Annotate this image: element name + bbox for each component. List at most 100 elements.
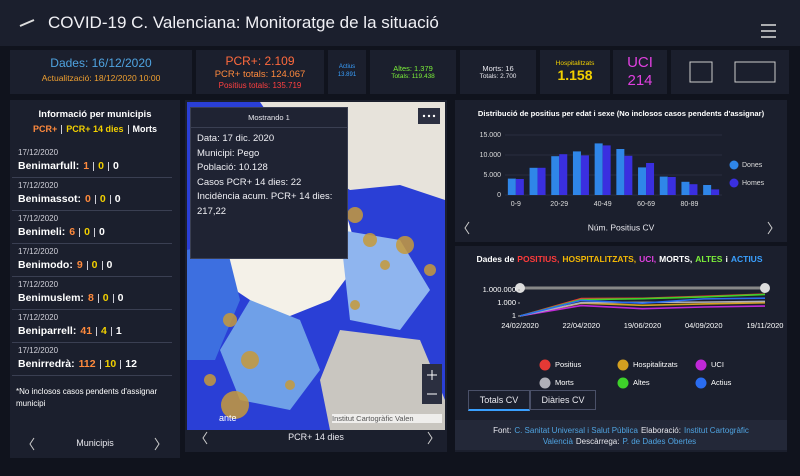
- municipality-item[interactable]: 17/12/2020 Benimodo: 9 0 0: [12, 244, 172, 277]
- popup-title: Mostrando 1: [191, 108, 347, 128]
- item-line: Benimarfull: 1 0 0: [18, 160, 119, 172]
- item-line: Beniparrell: 41 4 1: [18, 325, 122, 337]
- bar: [537, 167, 546, 195]
- x-tick-label: 19/11/2020: [747, 321, 784, 330]
- data-date: Dades: 16/12/2020: [50, 56, 152, 70]
- item-line: Benirredrà: 112 10 12: [18, 358, 137, 370]
- item-pcr14: 0: [98, 160, 104, 172]
- title-word: HOSPITALITZATS,: [562, 254, 637, 264]
- menu-icon[interactable]: [761, 24, 776, 38]
- municipality-item[interactable]: 17/12/2020 Benimuslem: 8 0 0: [12, 277, 172, 310]
- x-tick-label: 40-49: [594, 201, 612, 208]
- series-line: [519, 297, 766, 317]
- source-part[interactable]: P. de Dades Obertes: [622, 437, 697, 446]
- item-deaths: 0: [106, 259, 113, 271]
- title-word: i: [725, 254, 728, 264]
- item-name: Benimarfull:: [18, 160, 80, 172]
- municipality-item[interactable]: 17/12/2020 Benimeli: 6 0 0: [12, 211, 172, 244]
- series-line: [519, 300, 766, 317]
- bar: [667, 177, 676, 195]
- item-pcr14: 4: [101, 325, 107, 337]
- separator: [109, 194, 111, 204]
- discharged-total: Totals: 119.438: [391, 73, 435, 80]
- municipality-item[interactable]: 17/12/2020 Benimassot: 0 0 0: [12, 178, 172, 211]
- stat-box: [613, 50, 667, 94]
- source-part: Elaboració:: [640, 426, 681, 435]
- title-word: Dades de: [476, 254, 515, 264]
- x-tick-label: 60-69: [637, 201, 655, 208]
- item-line: Benimassot: 0 0 0: [18, 193, 121, 205]
- item-name: Benirredrà:: [18, 358, 75, 370]
- bar: [689, 184, 698, 195]
- item-deaths: 0: [114, 193, 121, 205]
- source-part[interactable]: Institut Cartogràfic Valencià: [542, 426, 749, 446]
- tab[interactable]: Diàries CV: [530, 390, 596, 410]
- tab[interactable]: Totals CV: [468, 390, 530, 411]
- bar: [659, 176, 668, 195]
- item-date: 17/12/2020: [18, 313, 59, 322]
- x-tick-label: 04/09/2020: [685, 321, 723, 330]
- bar: [646, 163, 655, 195]
- legend-label: UCI: [711, 360, 724, 369]
- item-line: Benimodo: 9 0 0: [18, 259, 112, 271]
- legend-swatch: [695, 377, 707, 389]
- separator: [107, 161, 109, 171]
- item-deaths: 0: [112, 160, 119, 172]
- separator: [86, 260, 88, 270]
- slider-handle[interactable]: [760, 283, 770, 293]
- nav-arrows[interactable]: [29, 221, 773, 451]
- x-tick-label: 20-29: [550, 201, 568, 208]
- bar: [507, 178, 516, 195]
- municipality-item[interactable]: 17/12/2020 Benirredrà: 112 10 12: [12, 343, 172, 376]
- separator: [110, 326, 112, 336]
- legend-pcr14: PCR+ 14 dies: [66, 124, 124, 134]
- item-name: Benimuslem:: [18, 292, 84, 304]
- legend-swatch: [729, 178, 739, 188]
- title-word: POSITIUS,: [517, 254, 560, 264]
- bar: [580, 155, 589, 195]
- active-label: Actius: [338, 64, 356, 70]
- separator: [93, 227, 95, 237]
- title-word: MORTS,: [659, 254, 693, 264]
- bar: [681, 181, 690, 195]
- item-name: Benimassot:: [18, 193, 82, 205]
- item-deaths: 12: [125, 358, 137, 370]
- y-tick-label: 15.000: [480, 132, 502, 139]
- item-date: 17/12/2020: [18, 247, 59, 256]
- municipality-item[interactable]: 17/12/2020 Benimarfull: 1 0 0: [12, 145, 172, 178]
- stat-box: [328, 50, 366, 94]
- bar: [572, 151, 581, 195]
- item-pcr14: 0: [91, 259, 98, 271]
- municipality-item[interactable]: 17/12/2020 Beniparrell: 41 4 1: [12, 310, 172, 343]
- separator: [112, 293, 114, 303]
- separator: [99, 359, 101, 369]
- source-part: Font:: [493, 426, 512, 435]
- map-footer[interactable]: PCR+ 14 dies: [288, 432, 344, 442]
- series-line: [519, 304, 766, 317]
- source-part[interactable]: C. Sanitat Universal i Salut Pública: [514, 426, 638, 435]
- stat-box: [196, 50, 324, 94]
- separator: [79, 227, 81, 237]
- chart-footer: Núm. Positius CV: [588, 222, 655, 232]
- stat-box: [540, 50, 610, 94]
- header-bar: [0, 0, 800, 46]
- popup-line: Municipi: Pego: [197, 147, 260, 159]
- slider-handle[interactable]: [515, 283, 525, 293]
- popup-line: Data: 17 dic. 2020: [197, 133, 275, 144]
- logo-box: [671, 50, 789, 94]
- y-tick-label: 1: [512, 311, 516, 320]
- bar: [529, 167, 538, 195]
- chart-title: Distribució de positius per edat i sexe …: [478, 109, 765, 118]
- y-tick-label: 0: [497, 192, 501, 199]
- map-popup: Mostrando 1 Data: 17 dic. 2020 Municipi: …: [190, 107, 348, 259]
- panel-title: Informació per municipis: [38, 109, 152, 120]
- panel-footer[interactable]: Municipis: [76, 438, 114, 448]
- legend-label: Dones: [742, 162, 763, 169]
- item-pcr: 6: [69, 226, 76, 238]
- pcr-today: PCR+: 2.109: [225, 54, 295, 68]
- title-word: ALTES: [695, 254, 723, 264]
- stat-box: [460, 50, 536, 94]
- legend-swatch: [539, 359, 551, 371]
- item-date: 17/12/2020: [18, 280, 59, 289]
- y-tick-label: 1.000.000: [483, 285, 516, 294]
